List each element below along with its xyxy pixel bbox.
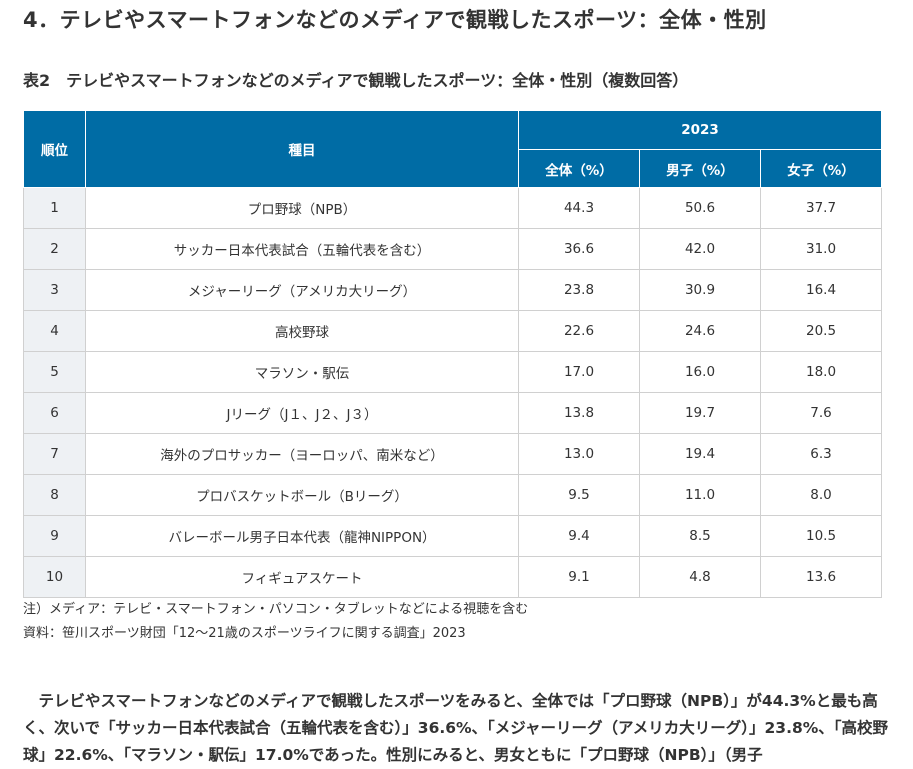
rank-cell: 9 (23, 515, 86, 557)
rank-cell: 1 (23, 187, 86, 229)
table-row: 1 プロ野球（NPB） 44.3 50.6 37.7 (23, 187, 883, 229)
male-cell: 8.5 (639, 515, 761, 557)
male-cell: 19.4 (639, 433, 761, 475)
rank-cell: 8 (23, 474, 86, 516)
female-cell: 10.5 (759, 515, 883, 557)
all-cell: 9.1 (518, 556, 640, 598)
all-cell: 36.6 (518, 228, 640, 270)
male-cell: 50.6 (639, 187, 761, 229)
female-cell: 13.6 (759, 556, 883, 598)
female-cell: 7.6 (759, 392, 883, 434)
header-item: 種目 (85, 111, 519, 188)
female-cell: 37.7 (759, 187, 883, 229)
all-cell: 9.5 (518, 474, 640, 516)
all-cell: 17.0 (518, 351, 640, 393)
table-row: 2 サッカー日本代表試合（五輪代表を含む） 36.6 42.0 31.0 (23, 228, 883, 270)
header-female: 女子（%） (759, 149, 883, 188)
table-source: 資料：笹川スポーツ財団「12～21歳のスポーツライフに関する調査」2023 (23, 626, 466, 641)
all-cell: 22.6 (518, 310, 640, 352)
female-cell: 16.4 (759, 269, 883, 311)
table-row: 8 プロバスケットボール（Bリーグ） 9.5 11.0 8.0 (23, 474, 883, 516)
male-cell: 4.8 (639, 556, 761, 598)
header-rank: 順位 (23, 111, 86, 188)
item-cell: メジャーリーグ（アメリカ大リーグ） (85, 269, 519, 311)
male-cell: 19.7 (639, 392, 761, 434)
female-cell: 6.3 (759, 433, 883, 475)
all-cell: 13.8 (518, 392, 640, 434)
all-cell: 23.8 (518, 269, 640, 311)
table-row: 6 Jリーグ（J１、J２、J３） 13.8 19.7 7.6 (23, 392, 883, 434)
male-cell: 24.6 (639, 310, 761, 352)
rank-cell: 2 (23, 228, 86, 270)
all-cell: 44.3 (518, 187, 640, 229)
table-row: 10 フィギュアスケート 9.1 4.8 13.6 (23, 556, 883, 598)
male-cell: 30.9 (639, 269, 761, 311)
table-row: 5 マラソン・駅伝 17.0 16.0 18.0 (23, 351, 883, 393)
table-row: 9 バレーボール男子日本代表（龍神NIPPON） 9.4 8.5 10.5 (23, 515, 883, 557)
header-year: 2023 (517, 111, 883, 150)
table-row: 3 メジャーリーグ（アメリカ大リーグ） 23.8 30.9 16.4 (23, 269, 883, 311)
item-cell: マラソン・駅伝 (85, 351, 519, 393)
item-cell: バレーボール男子日本代表（龍神NIPPON） (85, 515, 519, 557)
female-cell: 8.0 (759, 474, 883, 516)
table-header: 順位 種目 2023 全体（%） 男子（%） 女子（%） (23, 111, 883, 188)
header-all: 全体（%） (518, 149, 640, 188)
female-cell: 31.0 (759, 228, 883, 270)
body-paragraph: テレビやスマートフォンなどのメディアで観戦したスポーツをみると、全体では「プロ野… (23, 692, 889, 764)
female-cell: 18.0 (759, 351, 883, 393)
rank-cell: 4 (23, 310, 86, 352)
male-cell: 42.0 (639, 228, 761, 270)
rank-cell: 10 (23, 556, 86, 598)
item-cell: プロバスケットボール（Bリーグ） (85, 474, 519, 516)
male-cell: 16.0 (639, 351, 761, 393)
all-cell: 13.0 (518, 433, 640, 475)
sports-table: 順位 種目 2023 全体（%） 男子（%） 女子（%） 1 プロ野球（NPB）… (23, 111, 883, 598)
all-cell: 9.4 (518, 515, 640, 557)
item-cell: Jリーグ（J１、J２、J３） (85, 392, 519, 434)
table-row: 4 高校野球 22.6 24.6 20.5 (23, 310, 883, 352)
male-cell: 11.0 (639, 474, 761, 516)
item-cell: プロ野球（NPB） (85, 187, 519, 229)
rank-cell: 6 (23, 392, 86, 434)
table-body: 1 プロ野球（NPB） 44.3 50.6 37.7 2 サッカー日本代表試合（… (23, 187, 883, 598)
item-cell: 海外のプロサッカー（ヨーロッパ、南米など） (85, 433, 519, 475)
rank-cell: 7 (23, 433, 86, 475)
table-row: 7 海外のプロサッカー（ヨーロッパ、南米など） 13.0 19.4 6.3 (23, 433, 883, 475)
rank-cell: 3 (23, 269, 86, 311)
item-cell: フィギュアスケート (85, 556, 519, 598)
female-cell: 20.5 (759, 310, 883, 352)
table-caption: 表2 テレビやスマートフォンなどのメディアで観戦したスポーツ：全体・性別（複数回… (23, 71, 689, 90)
rank-cell: 5 (23, 351, 86, 393)
section-title: 4．テレビやスマートフォンなどのメディアで観戦したスポーツ：全体・性別 (23, 8, 767, 32)
item-cell: 高校野球 (85, 310, 519, 352)
header-male: 男子（%） (639, 149, 761, 188)
table-note: 注）メディア：テレビ・スマートフォン・パソコン・タブレットなどによる視聴を含む (23, 602, 529, 617)
item-cell: サッカー日本代表試合（五輪代表を含む） (85, 228, 519, 270)
